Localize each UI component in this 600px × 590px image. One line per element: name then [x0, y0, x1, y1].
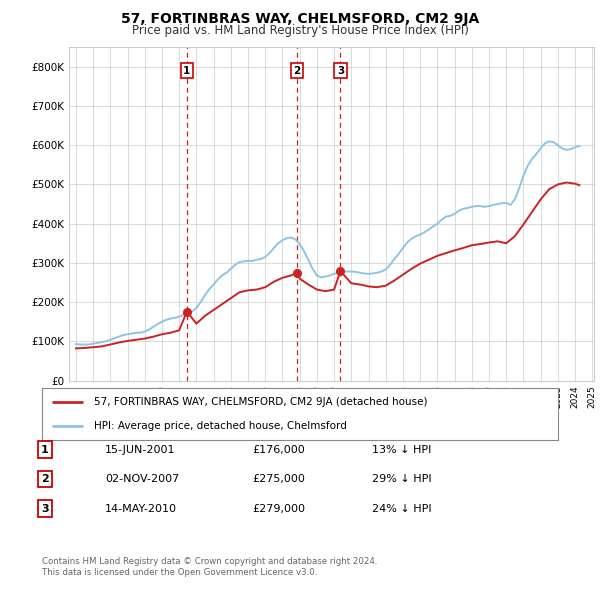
Text: 57, FORTINBRAS WAY, CHELMSFORD, CM2 9JA (detached house): 57, FORTINBRAS WAY, CHELMSFORD, CM2 9JA …: [94, 396, 427, 407]
Text: HPI: Average price, detached house, Chelmsford: HPI: Average price, detached house, Chel…: [94, 421, 346, 431]
Text: 3: 3: [41, 504, 49, 513]
Text: This data is licensed under the Open Government Licence v3.0.: This data is licensed under the Open Gov…: [42, 568, 317, 577]
Text: 2: 2: [293, 65, 301, 76]
Text: 2: 2: [41, 474, 49, 484]
Text: £275,000: £275,000: [252, 474, 305, 484]
Text: 1: 1: [183, 65, 191, 76]
Text: 15-JUN-2001: 15-JUN-2001: [105, 445, 176, 454]
Text: 57, FORTINBRAS WAY, CHELMSFORD, CM2 9JA: 57, FORTINBRAS WAY, CHELMSFORD, CM2 9JA: [121, 12, 479, 26]
Text: 1: 1: [41, 445, 49, 454]
Text: 14-MAY-2010: 14-MAY-2010: [105, 504, 177, 513]
Text: Contains HM Land Registry data © Crown copyright and database right 2024.: Contains HM Land Registry data © Crown c…: [42, 557, 377, 566]
Text: £279,000: £279,000: [252, 504, 305, 513]
Text: 02-NOV-2007: 02-NOV-2007: [105, 474, 179, 484]
Text: 13% ↓ HPI: 13% ↓ HPI: [372, 445, 431, 454]
Text: Price paid vs. HM Land Registry's House Price Index (HPI): Price paid vs. HM Land Registry's House …: [131, 24, 469, 37]
Text: £176,000: £176,000: [252, 445, 305, 454]
Text: 24% ↓ HPI: 24% ↓ HPI: [372, 504, 431, 513]
Text: 3: 3: [337, 65, 344, 76]
Text: 29% ↓ HPI: 29% ↓ HPI: [372, 474, 431, 484]
